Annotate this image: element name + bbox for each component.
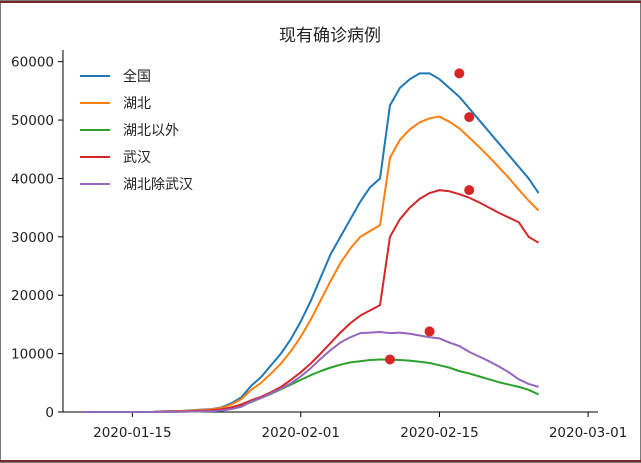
peak-marker-wuhan <box>464 185 475 196</box>
y-tick-label: 30000 <box>11 230 54 246</box>
y-tick-label: 10000 <box>11 347 54 363</box>
series-markers <box>384 68 475 365</box>
peak-marker-hubei-excl-wuhan <box>424 326 435 337</box>
legend-label: 全国 <box>123 68 151 85</box>
x-ticks: 2020-01-15 2020-02-01 2020-02-15 2020-03-01 <box>93 412 627 441</box>
legend-item-hubei: 湖北 <box>80 96 151 112</box>
legend-label: 湖北除武汉 <box>123 177 193 193</box>
legend-label: 武汉 <box>123 150 151 166</box>
x-tick-label: 2020-02-01 <box>262 425 340 441</box>
chart-title: 现有确诊病例 <box>279 26 381 46</box>
legend-label: 湖北 <box>123 96 151 112</box>
y-tick-label: 50000 <box>11 113 54 129</box>
peak-marker-national <box>454 68 465 79</box>
x-tick-label: 2020-03-01 <box>549 425 627 441</box>
legend-item-wuhan: 武汉 <box>80 150 151 166</box>
legend-item-hubei-excl-wuhan: 湖北除武汉 <box>80 177 193 193</box>
y-tick-label: 40000 <box>11 171 54 187</box>
x-tick-label: 2020-02-15 <box>400 425 478 441</box>
series-lines <box>82 72 540 413</box>
y-tick-label: 0 <box>45 405 54 421</box>
x-tick-label: 2020-01-15 <box>93 425 171 441</box>
axes: 0 10000 20000 30000 40000 50000 60000 2020-01-… <box>11 50 627 441</box>
series-line-hubei-excl-wuhan <box>82 331 539 413</box>
y-tick-label: 60000 <box>11 55 54 71</box>
legend-item-outside-hubei: 湖北以外 <box>80 123 179 139</box>
y-tick-label: 20000 <box>11 288 54 304</box>
peak-marker-hubei <box>464 112 475 123</box>
legend-label: 湖北以外 <box>123 123 179 139</box>
legend-item-national: 全国 <box>80 68 151 85</box>
y-ticks: 0 10000 20000 30000 40000 50000 60000 <box>11 55 63 421</box>
peak-marker-outside-hubei <box>384 354 395 365</box>
